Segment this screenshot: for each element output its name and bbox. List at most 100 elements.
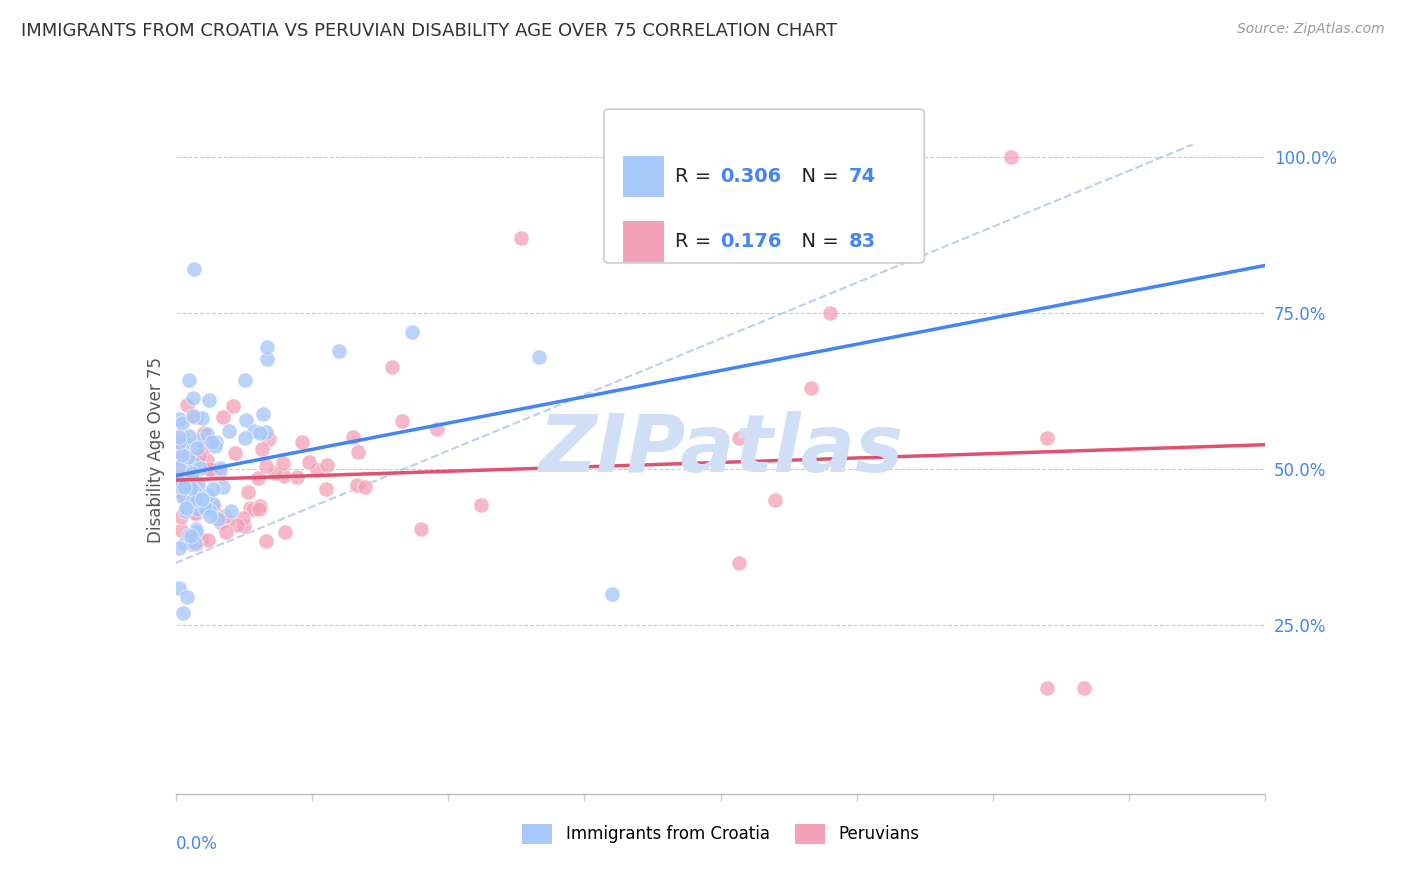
Point [509,231,531,245]
Point [727,556,749,570]
Point [180,481,202,495]
Point [204,439,226,453]
Point [217,513,239,527]
Point [169,435,191,450]
Point [426,422,449,436]
Point [222,399,245,413]
Point [195,426,218,441]
Point [173,490,195,504]
Point [183,536,205,550]
Point [254,534,277,549]
Point [172,416,194,430]
Point [200,462,222,476]
Point [181,487,204,501]
Point [202,497,225,511]
Point [346,478,368,492]
Point [219,504,242,518]
Point [247,502,270,516]
Point [176,500,198,515]
Point [527,350,550,364]
Legend: Immigrants from Croatia, Peruvians: Immigrants from Croatia, Peruvians [516,817,925,851]
Point [200,508,222,523]
Point [195,453,218,467]
Point [242,501,264,516]
Point [197,533,219,548]
Point [184,491,207,506]
Point [256,352,278,367]
Point [409,522,432,536]
Point [252,407,274,421]
Point [169,483,191,498]
Point [247,471,270,485]
Point [177,494,200,508]
Point [187,434,209,448]
Point [186,490,208,504]
Point [184,522,207,536]
Point [254,459,277,474]
Point [172,607,194,621]
Point [172,431,194,445]
Point [172,490,194,504]
Point [186,441,208,455]
Point [328,343,350,358]
Point [198,392,221,407]
Point [205,434,228,449]
Point [173,535,195,549]
Point [184,524,207,538]
Point [186,475,208,490]
Point [391,415,413,429]
Point [235,413,257,427]
Point [177,450,200,465]
Point [183,484,205,499]
Point [169,430,191,444]
Point [170,478,193,492]
Point [236,485,259,500]
Point [257,432,280,446]
Point [181,409,204,424]
Point [193,440,215,454]
Point [186,507,208,521]
Point [174,436,197,450]
Point [201,482,224,496]
Point [170,448,193,462]
Point [191,491,214,506]
Point [180,466,202,480]
Point [197,503,219,517]
Point [208,460,231,475]
Point [169,435,191,450]
Text: R =: R = [675,232,717,251]
Point [209,515,232,529]
Text: ZIPatlas: ZIPatlas [538,411,903,490]
Point [1000,150,1022,164]
Point [600,587,623,601]
Point [225,517,247,532]
Point [354,480,377,494]
Point [170,468,193,483]
Point [190,533,212,547]
Point [224,446,246,460]
Text: N =: N = [789,167,845,186]
Bar [623,155,664,197]
Point [256,340,278,354]
Bar [623,221,664,262]
Point [264,467,287,481]
Point [763,493,786,508]
Text: IMMIGRANTS FROM CROATIA VS PERUVIAN DISABILITY AGE OVER 75 CORRELATION CHART: IMMIGRANTS FROM CROATIA VS PERUVIAN DISA… [21,22,837,40]
Point [194,500,217,515]
Point [169,443,191,458]
Point [186,491,208,506]
Point [214,509,236,524]
Point [1073,681,1095,695]
Point [184,409,207,424]
Point [169,582,191,596]
Point [249,500,271,514]
Text: 0.0%: 0.0% [176,835,218,853]
Point [201,435,224,450]
Point [347,444,370,458]
Text: 83: 83 [849,232,876,251]
Point [291,434,314,449]
Point [180,537,202,551]
Point [193,425,215,440]
Point [381,360,404,375]
Point [184,500,207,515]
